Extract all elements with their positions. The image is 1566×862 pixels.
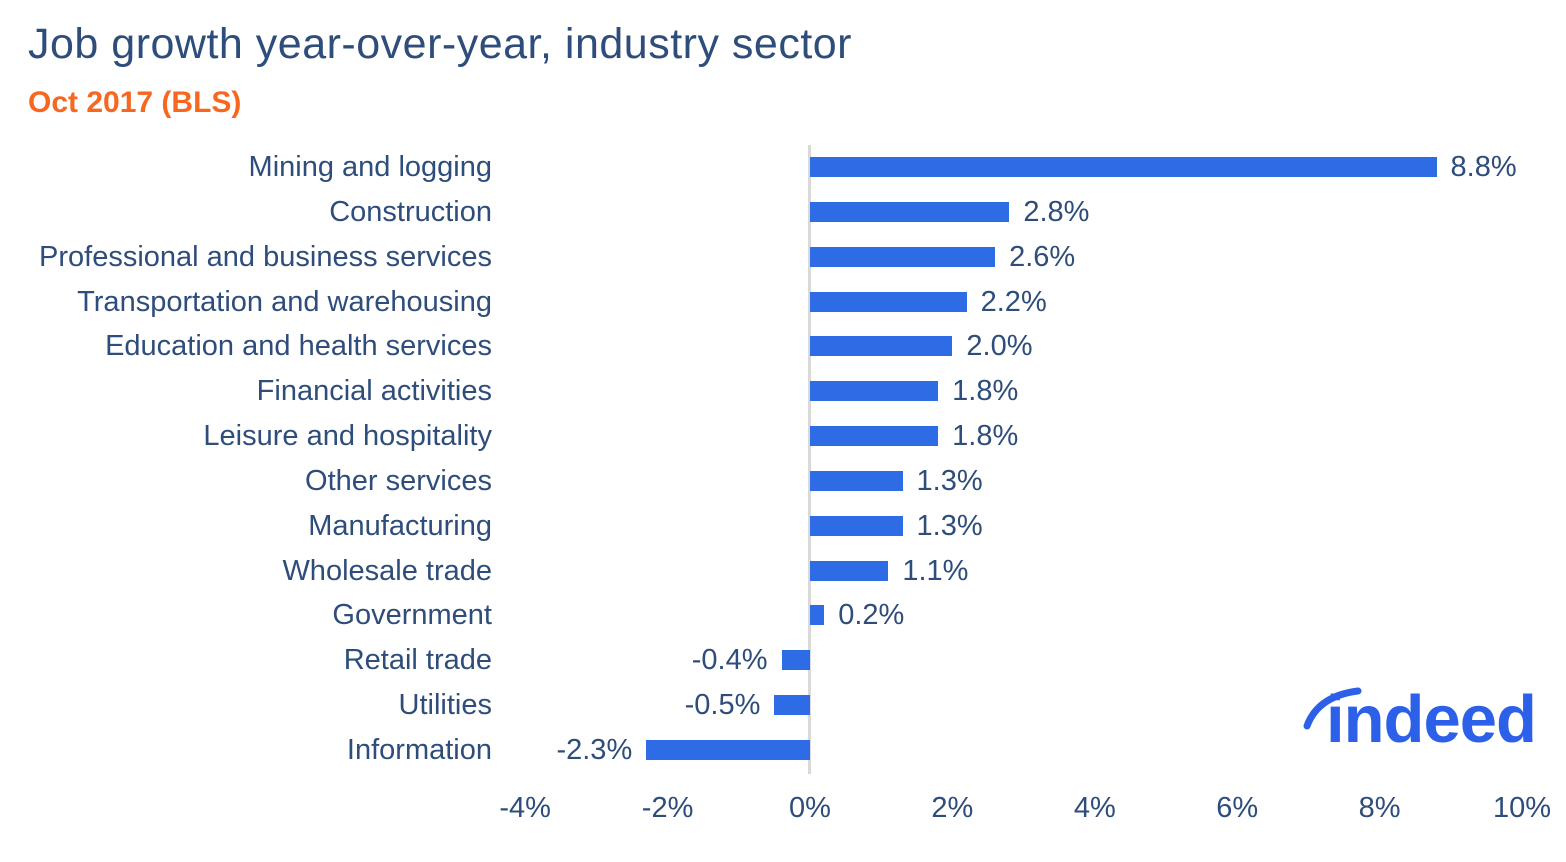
chart-row: Financial activities 1.8%	[0, 369, 1566, 414]
indeed-logo: indeed	[1302, 678, 1558, 762]
page-title: Job growth year-over-year, industry sect…	[28, 20, 852, 68]
indeed-logo-text: indeed	[1326, 682, 1537, 757]
value-label: 2.0%	[966, 330, 1033, 363]
bar	[810, 157, 1437, 177]
bar	[810, 515, 903, 536]
tick-label: 4%	[1073, 792, 1116, 824]
bar	[646, 739, 810, 760]
plot-cell: 2.2%	[500, 280, 1566, 325]
bar	[810, 426, 939, 447]
bar	[810, 336, 953, 357]
x-axis-ticks: -4% -2% 0% 2% 4% 6% 8% 10%	[499, 792, 1566, 832]
chart-row: Information -2.3%	[0, 728, 1566, 773]
category-label: Manufacturing	[308, 509, 492, 542]
chart-row: Wholesale trade 1.1%	[0, 549, 1566, 594]
value-label: 1.3%	[916, 464, 983, 497]
chart-subtitle: Oct 2017 (BLS)	[28, 86, 242, 119]
chart-row: Leisure and hospitality 1.8%	[0, 414, 1566, 459]
plot-cell: 2.0%	[500, 324, 1566, 369]
category-label: Financial activities	[256, 375, 492, 408]
value-label: 0.2%	[838, 599, 905, 632]
bar	[810, 246, 996, 267]
chart-row: Transportation and warehousing 2.2%	[0, 280, 1566, 325]
plot-cell: -2.3%	[500, 728, 1566, 773]
category-label: Information	[346, 733, 492, 766]
tick-label: 10%	[1492, 792, 1552, 824]
bar	[781, 650, 810, 671]
value-label: 2.6%	[1009, 240, 1076, 273]
value-label: 2.2%	[980, 285, 1047, 318]
value-label: -0.4%	[691, 644, 768, 677]
tick-label: 2%	[931, 792, 974, 824]
plot-cell: 1.1%	[500, 549, 1566, 594]
plot-cell: 1.3%	[500, 459, 1566, 504]
plot-cell: 1.8%	[500, 369, 1566, 414]
value-label: 1.8%	[952, 420, 1019, 453]
chart-row: Retail trade -0.4%	[0, 638, 1566, 683]
bar	[810, 470, 903, 491]
category-label: Professional and business services	[39, 240, 492, 273]
plot-cell: -0.5%	[500, 683, 1566, 728]
tick-label: -4%	[499, 792, 551, 824]
category-label: Transportation and warehousing	[77, 285, 492, 318]
category-label: Education and health services	[105, 330, 492, 363]
plot-cell: 1.3%	[500, 504, 1566, 549]
tick-label: 0%	[789, 792, 831, 824]
bar	[810, 560, 889, 581]
bar	[810, 201, 1010, 222]
category-label: Utilities	[398, 689, 492, 722]
bar	[810, 381, 939, 402]
chart-row: Utilities -0.5%	[0, 683, 1566, 728]
value-label: 1.3%	[916, 509, 983, 542]
chart-row: Professional and business services 2.6%	[0, 235, 1566, 280]
category-label: Construction	[329, 195, 492, 228]
plot-cell: 2.8%	[500, 190, 1566, 235]
value-label: 2.8%	[1023, 195, 1090, 228]
plot-cell: 0.2%	[500, 593, 1566, 638]
value-label: 1.1%	[902, 554, 969, 587]
plot-cell: 2.6%	[500, 235, 1566, 280]
chart-plot-area: Mining and logging 8.8% Construction 2.8% Pr…	[0, 145, 1566, 773]
chart-row: Manufacturing 1.3%	[0, 504, 1566, 549]
chart-row: Mining and logging 8.8%	[0, 145, 1566, 190]
category-label: Government	[332, 599, 492, 632]
tick-label: 6%	[1216, 792, 1259, 824]
chart-row: Government 0.2%	[0, 593, 1566, 638]
indeed-swoosh-icon	[1303, 687, 1362, 730]
chart-row: Other services 1.3%	[0, 459, 1566, 504]
plot-cell: 8.8%	[500, 145, 1566, 190]
bar	[810, 605, 825, 626]
chart-row: Education and health services 2.0%	[0, 324, 1566, 369]
category-label: Wholesale trade	[282, 554, 492, 587]
value-label: -0.5%	[684, 689, 761, 722]
bar	[810, 291, 967, 312]
value-label: -2.3%	[556, 733, 633, 766]
value-label: 8.8%	[1450, 151, 1517, 183]
category-label: Other services	[305, 464, 492, 497]
plot-cell: -0.4%	[500, 638, 1566, 683]
bar	[774, 695, 810, 716]
category-label: Retail trade	[343, 644, 492, 677]
zero-axis-line	[808, 145, 811, 774]
category-label: Mining and logging	[248, 151, 492, 183]
value-label: 1.8%	[952, 375, 1019, 408]
tick-label: 8%	[1358, 792, 1401, 824]
plot-cell: 1.8%	[500, 414, 1566, 459]
chart-row: Construction 2.8%	[0, 190, 1566, 235]
tick-label: -2%	[641, 792, 694, 824]
category-label: Leisure and hospitality	[203, 420, 492, 453]
